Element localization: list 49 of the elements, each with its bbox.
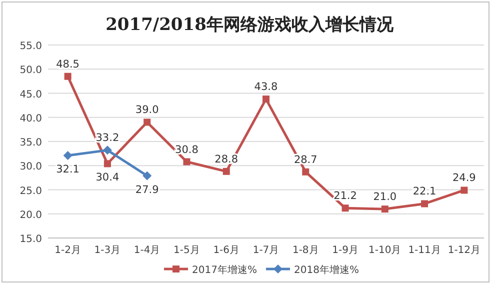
legend-label: 2018年增速% xyxy=(294,264,359,276)
point xyxy=(262,96,270,103)
point xyxy=(142,171,152,180)
point xyxy=(381,206,388,213)
point xyxy=(183,158,190,166)
y-tick-label: 40.0 xyxy=(20,113,42,124)
data-label: 30.4 xyxy=(96,172,120,184)
x-tick-label: 1-2月 xyxy=(54,245,81,256)
data-label: 24.9 xyxy=(452,172,476,184)
data-label: 48.5 xyxy=(56,58,80,70)
y-tick-label: 25.0 xyxy=(20,186,42,197)
x-tick-label: 1-9月 xyxy=(332,245,358,256)
data-label: 43.8 xyxy=(254,81,278,94)
point xyxy=(421,200,428,208)
x-tick-label: 1-12月 xyxy=(448,245,481,256)
data-label: 22.1 xyxy=(412,186,436,198)
point xyxy=(144,118,151,126)
x-tick-label: 1-11月 xyxy=(408,245,441,256)
point xyxy=(104,160,111,168)
data-label: 30.8 xyxy=(175,144,198,156)
x-tick-label: 1-8月 xyxy=(292,245,319,256)
data-label: 39.0 xyxy=(135,104,159,116)
point xyxy=(102,146,112,155)
point xyxy=(222,168,230,175)
y-tick-label: 15.0 xyxy=(20,234,42,245)
legend-label: 2017年增速% xyxy=(192,264,257,276)
data-label: 27.9 xyxy=(135,184,159,196)
y-tick-label: 55.0 xyxy=(20,41,42,52)
point xyxy=(64,72,72,80)
x-tick-label: 1-4月 xyxy=(134,245,160,256)
data-label: 33.2 xyxy=(96,132,120,144)
x-tick-label: 1-10月 xyxy=(368,245,402,256)
point xyxy=(460,186,468,194)
y-tick-label: 30.0 xyxy=(20,162,42,173)
y-tick-label: 20.0 xyxy=(20,210,42,221)
point xyxy=(342,204,349,212)
chart-title: 2017/2018年网络游戏收入增长情况 xyxy=(106,15,394,35)
x-tick-label: 1-5月 xyxy=(174,245,200,256)
data-label: 21.0 xyxy=(373,191,397,204)
point xyxy=(63,150,72,160)
x-tick-label: 1-6月 xyxy=(213,245,240,256)
x-tick-label: 1-7月 xyxy=(252,245,280,256)
y-tick-label: 45.0 xyxy=(20,89,42,100)
x-tick-label: 1-3月 xyxy=(94,245,121,256)
data-label: 21.2 xyxy=(334,190,357,202)
y-tick-label: 35.0 xyxy=(20,138,42,148)
point xyxy=(302,168,310,176)
y-tick-label: 50.0 xyxy=(20,65,42,76)
data-label: 32.1 xyxy=(56,163,80,176)
